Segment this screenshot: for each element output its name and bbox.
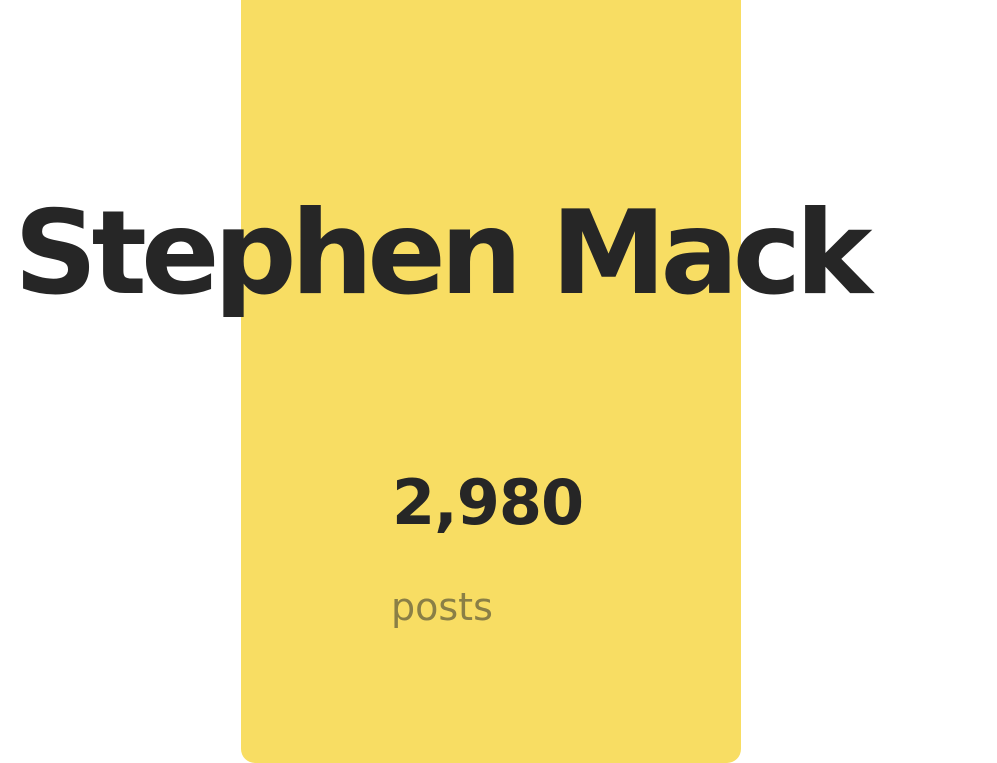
author-name: Stephen Mack <box>14 186 873 321</box>
post-count: 2,980 <box>392 466 584 539</box>
accent-panel <box>241 0 741 763</box>
post-count-label: posts <box>391 585 493 629</box>
